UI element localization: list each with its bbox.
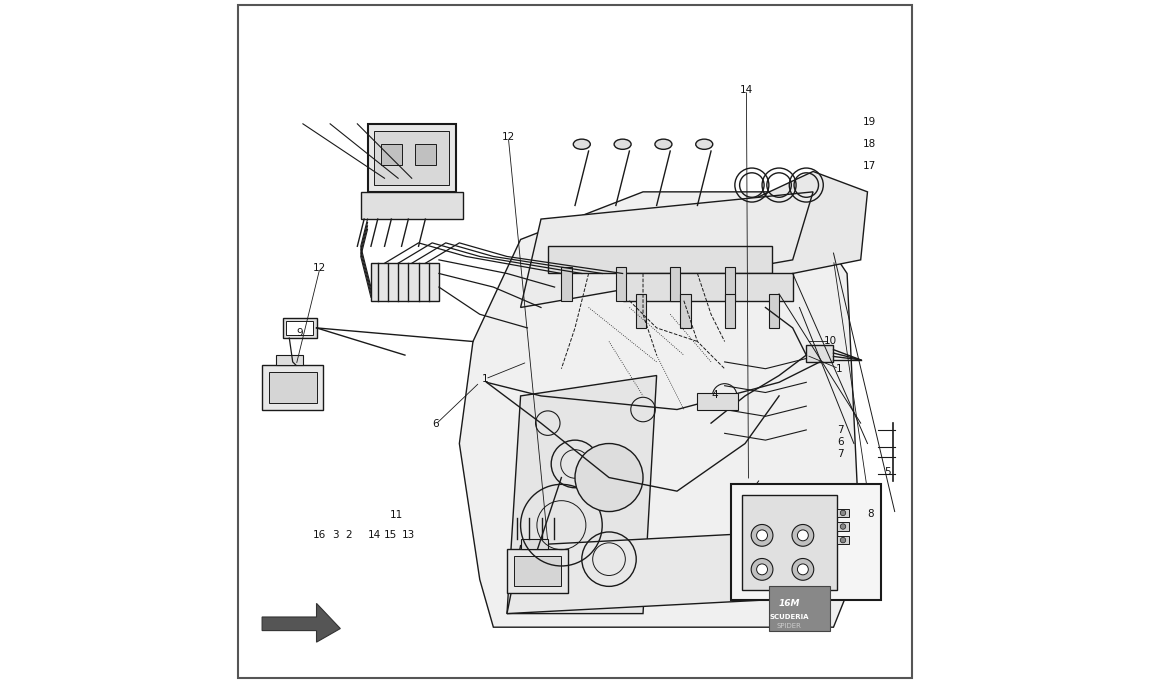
Bar bbox=[681, 294, 691, 328]
Text: 7: 7 bbox=[837, 449, 844, 459]
Polygon shape bbox=[711, 171, 867, 287]
Bar bbox=[561, 266, 572, 301]
Circle shape bbox=[757, 530, 767, 541]
Ellipse shape bbox=[656, 139, 672, 150]
Polygon shape bbox=[262, 603, 340, 642]
Bar bbox=[769, 587, 830, 630]
Bar bbox=[521, 539, 547, 549]
Bar bbox=[636, 294, 646, 328]
Bar bbox=[381, 144, 401, 165]
Text: 14: 14 bbox=[368, 531, 381, 540]
Text: 18: 18 bbox=[862, 139, 876, 150]
Circle shape bbox=[797, 530, 808, 541]
Circle shape bbox=[792, 525, 814, 546]
Text: 2: 2 bbox=[345, 531, 352, 540]
Bar bbox=[368, 124, 455, 192]
Bar bbox=[622, 273, 792, 301]
Text: 15: 15 bbox=[383, 531, 397, 540]
Circle shape bbox=[757, 564, 767, 575]
Text: 5: 5 bbox=[884, 467, 891, 477]
Bar bbox=[262, 365, 323, 410]
Bar bbox=[724, 266, 735, 301]
Text: 13: 13 bbox=[401, 531, 415, 540]
Bar bbox=[514, 556, 561, 587]
Circle shape bbox=[751, 525, 773, 546]
Bar bbox=[371, 263, 439, 301]
Polygon shape bbox=[507, 376, 657, 613]
Circle shape bbox=[797, 564, 808, 575]
Ellipse shape bbox=[574, 139, 590, 150]
Circle shape bbox=[792, 559, 814, 581]
Circle shape bbox=[751, 559, 773, 581]
Bar bbox=[837, 522, 849, 531]
Text: 10: 10 bbox=[823, 337, 837, 346]
Bar bbox=[697, 393, 738, 410]
Text: 8: 8 bbox=[867, 510, 874, 519]
Text: 16: 16 bbox=[313, 531, 327, 540]
Text: 16M: 16M bbox=[779, 599, 800, 608]
Bar bbox=[361, 192, 462, 219]
Text: 17: 17 bbox=[862, 161, 876, 171]
Text: 14: 14 bbox=[739, 85, 753, 95]
Bar bbox=[507, 549, 568, 593]
Bar bbox=[837, 509, 849, 517]
Text: SPIDER: SPIDER bbox=[777, 623, 802, 629]
Bar bbox=[670, 266, 681, 301]
Bar bbox=[286, 321, 313, 335]
Bar bbox=[742, 494, 837, 590]
Bar bbox=[806, 345, 834, 362]
Bar bbox=[269, 372, 316, 403]
Bar bbox=[615, 266, 626, 301]
Text: 3: 3 bbox=[332, 531, 339, 540]
Text: 7: 7 bbox=[837, 425, 844, 435]
Bar bbox=[837, 536, 849, 544]
Text: 11: 11 bbox=[390, 510, 404, 520]
Circle shape bbox=[841, 524, 845, 529]
Text: 12: 12 bbox=[313, 263, 327, 273]
Text: 1: 1 bbox=[482, 374, 489, 384]
Polygon shape bbox=[521, 192, 813, 307]
Text: 4: 4 bbox=[711, 389, 718, 400]
Ellipse shape bbox=[696, 139, 713, 150]
Polygon shape bbox=[459, 192, 860, 627]
Text: 12: 12 bbox=[501, 133, 515, 143]
Bar bbox=[547, 247, 773, 273]
Bar bbox=[375, 130, 450, 185]
Bar bbox=[724, 294, 735, 328]
Ellipse shape bbox=[614, 139, 631, 150]
Text: SCUDERIA: SCUDERIA bbox=[769, 614, 808, 620]
Text: 1: 1 bbox=[836, 364, 842, 374]
Text: 19: 19 bbox=[862, 117, 876, 128]
Bar bbox=[276, 355, 302, 365]
Circle shape bbox=[575, 443, 643, 512]
Text: 6: 6 bbox=[432, 419, 439, 430]
Bar bbox=[283, 318, 316, 338]
Circle shape bbox=[841, 538, 845, 543]
Bar bbox=[769, 294, 779, 328]
Circle shape bbox=[841, 510, 845, 516]
Text: 6: 6 bbox=[837, 437, 844, 447]
Polygon shape bbox=[507, 532, 779, 613]
Bar bbox=[415, 144, 436, 165]
Text: 9: 9 bbox=[297, 328, 302, 337]
Bar bbox=[731, 484, 881, 600]
